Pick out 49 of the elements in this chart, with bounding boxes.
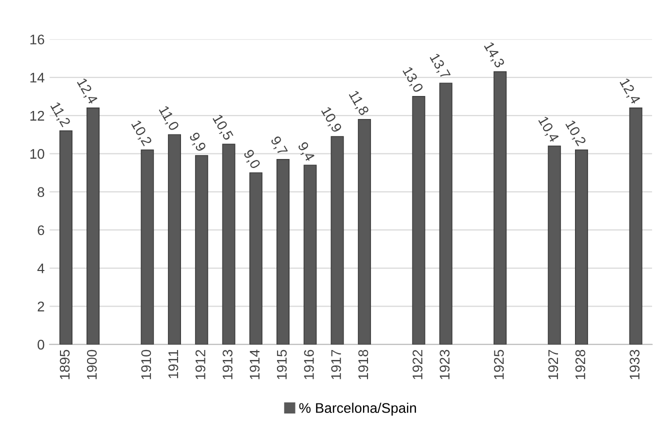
data-label: 13,7 [428,52,451,80]
bar [548,146,561,344]
x-tick-label: 1915 [276,350,287,380]
x-tick-label: 1928 [575,350,586,380]
x-tick-label: 1914 [250,350,260,380]
bar [59,130,72,344]
y-tick-label: 8 [38,187,44,198]
bar [494,71,507,344]
bar [276,158,290,344]
bar [222,144,236,344]
bar [358,118,371,344]
y-tick-label: 16 [30,34,44,44]
y-tick-label: 0 [38,340,44,350]
x-tick-label: 1910 [141,350,152,380]
x-tick-label: 1918 [358,350,368,380]
legend-label: % Barcelona/Spain [299,402,416,416]
y-tick-label: 2 [38,302,44,312]
bar [629,107,642,344]
y-tick-label: 6 [38,225,44,236]
y-tick-label: 10 [30,149,44,159]
data-label: 9,7 [269,135,288,157]
bar [574,149,588,344]
x-tick-label: 1912 [196,350,206,380]
x-tick-label: 1933 [630,350,640,380]
x-tick-label: 1923 [440,350,450,380]
bar [86,107,100,344]
data-label: 9,9 [188,132,207,153]
y-tick-label: 4 [37,264,44,274]
data-label: 9,4 [296,141,316,163]
bar [140,149,154,344]
bar [412,96,426,344]
bar [330,136,344,344]
x-tick-label: 1913 [222,350,232,380]
bar [195,155,208,344]
data-label: 9,0 [242,148,261,170]
bar [249,172,262,344]
x-tick-label: 1927 [548,350,558,380]
x-tick-label: 1922 [412,350,422,380]
x-tick-label: 1925 [494,350,504,380]
bar [168,134,181,344]
y-tick-label: 12 [30,110,44,121]
bar [439,82,452,344]
bar [304,164,317,344]
x-tick-label: 1900 [86,350,97,380]
x-tick-label: 1917 [331,350,342,380]
x-tick-label: 1911 [168,350,178,378]
y-tick-label: 14 [30,72,44,82]
x-tick-label: 1916 [304,350,314,380]
x-tick-label: 1895 [60,350,70,380]
